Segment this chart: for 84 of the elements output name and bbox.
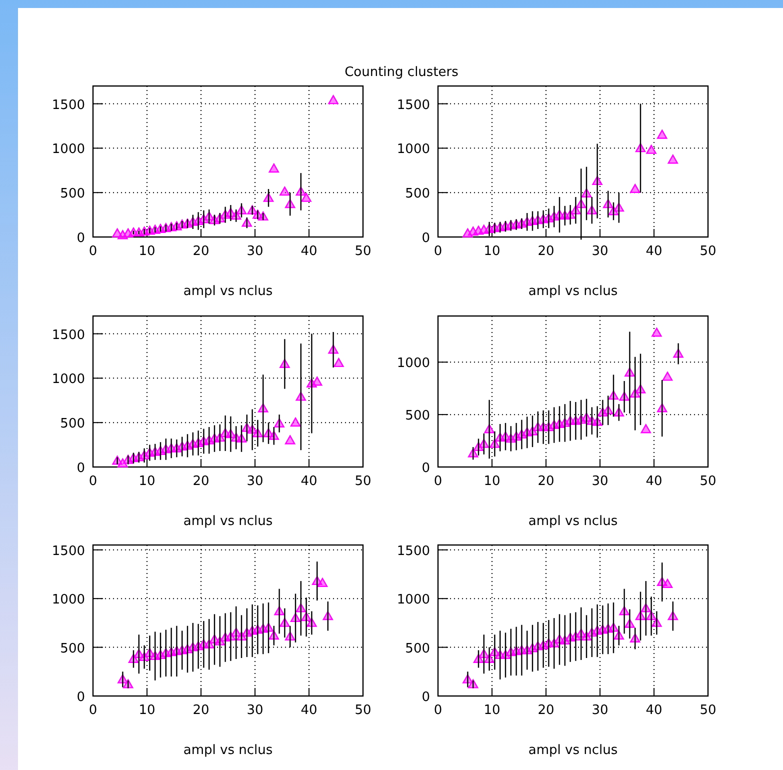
point (118, 458, 128, 468)
x-tick-label: 30 (246, 244, 264, 259)
x-tick-label: 40 (646, 474, 662, 489)
x-tick-label: 0 (434, 474, 442, 489)
x-tick-label: 10 (138, 474, 156, 489)
point (312, 376, 322, 386)
x-tick-label: 20 (538, 703, 554, 718)
x-tick-label: 0 (434, 703, 442, 718)
y-tick-label: 1000 (52, 592, 85, 608)
x-tick-label: 20 (192, 474, 210, 489)
y-tick-label: 1500 (396, 544, 430, 559)
y-tick-label: 1500 (52, 328, 85, 343)
y-tick-label: 500 (60, 641, 85, 656)
y-tick-label: 0 (76, 690, 85, 705)
x-axis-title: ampl vs nclus (528, 743, 618, 758)
x-axis-title: ampl vs nclus (183, 284, 273, 299)
text: Counting clusters (344, 65, 459, 80)
point (334, 358, 344, 368)
y-tick-label: 500 (60, 416, 85, 432)
point (280, 186, 290, 196)
x-tick-label: 10 (484, 244, 500, 259)
x-tick-label: 40 (646, 244, 662, 259)
x-tick-label: 30 (246, 703, 264, 718)
x-tick-label: 40 (300, 474, 318, 489)
x-tick-label: 0 (434, 244, 442, 259)
x-tick-label: 20 (192, 244, 210, 259)
y-tick-label: 0 (422, 690, 430, 705)
point (640, 424, 651, 434)
y-tick-label: 0 (422, 231, 430, 246)
x-tick-label: 0 (88, 244, 98, 259)
y-tick-label: 0 (422, 461, 430, 476)
x-tick-label: 30 (592, 703, 608, 718)
x-tick-label: 50 (700, 244, 716, 259)
y-tick-label: 1500 (396, 98, 430, 113)
x-tick-label: 30 (246, 474, 264, 489)
y-tick-label: 500 (405, 641, 430, 656)
y-tick-label: 1000 (396, 356, 430, 372)
y-tick-label: 0 (76, 231, 85, 246)
x-axis-title: ampl vs nclus (528, 514, 618, 529)
x-tick-label: 10 (484, 474, 500, 489)
x-tick-label: 30 (592, 474, 608, 489)
x-tick-label: 0 (88, 703, 98, 718)
point (668, 154, 678, 164)
point (646, 144, 656, 154)
y-tick-label: 500 (405, 186, 430, 202)
y-tick-label: 500 (60, 186, 85, 202)
y-tick-label: 1000 (52, 142, 85, 158)
y-tick-label: 0 (76, 461, 85, 476)
point (662, 578, 673, 588)
x-axis-title: ampl vs nclus (183, 743, 273, 758)
x-tick-label: 20 (538, 474, 554, 489)
y-tick-label: 1000 (396, 592, 430, 608)
x-axis-title: ampl vs nclus (183, 514, 273, 529)
x-axis-title: ampl vs nclus (528, 284, 618, 299)
point (328, 95, 338, 104)
x-tick-label: 50 (700, 703, 716, 718)
point (268, 164, 279, 173)
point (657, 130, 668, 139)
x-tick-label: 40 (300, 703, 318, 718)
x-tick-label: 30 (592, 244, 608, 259)
x-tick-label: 40 (646, 703, 662, 718)
point (290, 417, 301, 427)
x-tick-label: 50 (354, 244, 372, 259)
point (301, 192, 312, 202)
x-tick-label: 50 (354, 703, 372, 718)
x-tick-label: 20 (538, 244, 554, 259)
y-tick-label: 1000 (396, 142, 430, 158)
point (285, 435, 296, 444)
point (662, 372, 673, 381)
point (317, 578, 328, 587)
y-tick-label: 1500 (52, 544, 85, 559)
x-tick-label: 0 (88, 474, 98, 489)
point (652, 328, 662, 337)
x-tick-label: 40 (300, 244, 318, 259)
y-tick-label: 500 (405, 408, 430, 424)
x-tick-label: 10 (138, 244, 156, 259)
x-tick-label: 10 (138, 703, 156, 718)
x-tick-label: 10 (484, 703, 500, 718)
y-tick-label: 1500 (52, 98, 85, 113)
y-tick-label: 1000 (52, 372, 85, 388)
x-tick-label: 50 (354, 474, 372, 489)
point (630, 184, 640, 194)
x-tick-label: 20 (192, 703, 210, 718)
x-tick-label: 50 (700, 474, 716, 489)
